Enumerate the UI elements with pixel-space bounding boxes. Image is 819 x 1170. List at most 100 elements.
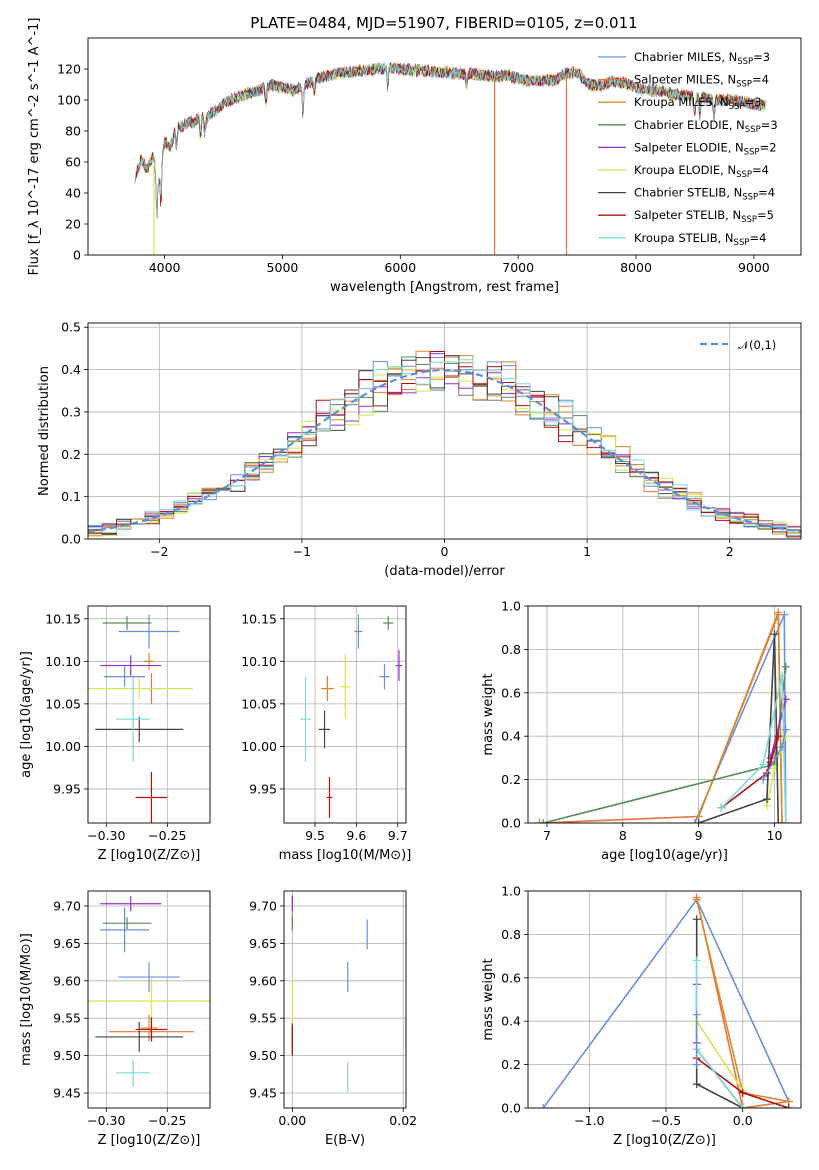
x-tick-label: 7 <box>543 828 551 843</box>
y-tick-label: 0.8 <box>501 927 521 942</box>
x-tick-label: 9.5 <box>305 828 325 843</box>
y-tick-label: 0.3 <box>61 404 81 419</box>
spectrum-line <box>134 62 766 214</box>
y-tick-label: 100 <box>57 93 81 108</box>
figure-title: PLATE=0484, MJD=51907, FIBERID=0105, z=0… <box>250 14 637 32</box>
y-tick-label: 1.0 <box>501 599 521 614</box>
x-axis-label: mass [log10(M/M⊙)] <box>279 848 412 863</box>
axes-mass-vs-extinction: 0.00 0.02 9.45 9.50 9.55 9.60 9.65 9.70 E(B-V) <box>249 890 417 1148</box>
plot-area <box>88 614 193 823</box>
y-axis-label: mass weight <box>481 673 496 755</box>
legend-label: Salpeter STELIB, NSSP=5 <box>634 208 774 225</box>
x-tick-label: 0.0 <box>733 1113 753 1128</box>
y-tick-label: 9.55 <box>249 1011 277 1026</box>
y-tick-label: 0.4 <box>501 729 521 744</box>
axes-residual-histogram: −2 −1 0 1 2 0.0 0.1 0.2 0.3 0.4 0.5 (data-model)/er… <box>37 320 802 579</box>
mass-weight-line <box>696 1020 744 1092</box>
x-tick-label: −0.5 <box>651 1113 681 1128</box>
mass-weight-line <box>695 960 744 1108</box>
y-tick-label: 60 <box>65 155 81 170</box>
x-axis-label: wavelength [Angstrom, rest frame] <box>330 280 559 295</box>
y-tick-label: 9.45 <box>249 1086 277 1101</box>
axes-frame <box>283 605 407 824</box>
x-tick-label: 0.00 <box>278 1113 306 1128</box>
mass-weight-line <box>543 666 787 823</box>
plot-area <box>539 893 793 1108</box>
axes-mass-weight-vs-age: 7 8 9 10 0.0 0.2 0.4 0.6 0.8 1.0 age [log10(age/yr… <box>481 599 802 863</box>
axes-frame <box>527 890 802 1109</box>
x-tick-label: 0.02 <box>389 1113 417 1128</box>
axes-age-vs-metallicity: −0.30 −0.25 9.95 10.00 10.05 10.10 10.15 Z [log… <box>19 605 211 863</box>
mass-weight-line <box>720 735 780 809</box>
axes-frame <box>87 322 802 540</box>
mass-weight-line <box>698 634 780 823</box>
x-tick-label: 2 <box>726 544 734 559</box>
y-tick-label: 9.65 <box>53 936 81 951</box>
histogram-step <box>88 359 801 533</box>
y-axis-label: mass weight <box>481 958 496 1040</box>
plot-area <box>300 614 403 818</box>
x-tick-label: 1 <box>583 544 591 559</box>
y-tick-label: 9.60 <box>53 973 81 988</box>
y-axis-label: mass [log10(M/M⊙)] <box>19 933 34 1066</box>
plot-area <box>291 894 406 1092</box>
y-tick-label: 9.45 <box>53 1086 81 1101</box>
y-tick-label: 9.50 <box>249 1048 277 1063</box>
axes-mass-weight-vs-metallicity: −1.0 −0.5 0.0 0.0 0.2 0.4 0.6 0.8 1.0 Z [log10(Z/… <box>481 884 802 1148</box>
legend-label: 𝒩(0,1) <box>738 338 776 352</box>
y-tick-label: 40 <box>65 186 81 201</box>
legend-label: Kroupa STELIB, NSSP=4 <box>634 231 766 248</box>
axes-frame <box>283 890 407 1109</box>
y-tick-label: 10.15 <box>45 611 81 626</box>
legend-label: Chabrier STELIB, NSSP=4 <box>634 186 775 203</box>
plot-area <box>134 61 766 255</box>
y-tick-label: 120 <box>57 62 81 77</box>
y-tick-label: 9.95 <box>53 781 81 796</box>
y-tick-label: 10.10 <box>241 654 277 669</box>
axes-frame <box>87 605 211 824</box>
x-tick-label: 10 <box>767 828 783 843</box>
y-tick-label: 9.60 <box>249 973 277 988</box>
y-tick-label: 10.00 <box>45 739 81 754</box>
y-tick-label: 0.4 <box>61 362 81 377</box>
plot-area <box>88 896 210 1087</box>
y-tick-label: 9.55 <box>53 1011 81 1026</box>
x-tick-label: −1 <box>293 544 311 559</box>
y-tick-label: 9.95 <box>249 781 277 796</box>
y-tick-label: 0.2 <box>501 772 521 787</box>
mass-weight-line <box>720 675 787 823</box>
legend-label: Salpeter MILES, NSSP=4 <box>634 73 769 90</box>
y-tick-label: 0.2 <box>501 1057 521 1072</box>
axes-mass-vs-metallicity: −0.30 −0.25 9.45 9.50 9.55 9.60 9.65 9.70 Z [log… <box>19 890 211 1148</box>
y-tick-label: 9.50 <box>53 1048 81 1063</box>
x-tick-label: 4000 <box>149 260 181 275</box>
axes-spectrum: 4000 5000 6000 7000 8000 9000 0 20 40 60 80 100 120 w… <box>27 18 802 295</box>
y-tick-label: 0.0 <box>501 816 521 831</box>
plot-area <box>535 608 790 823</box>
legend: Chabrier MILES, NSSP=3 Salpeter MILES, NS… <box>598 50 778 248</box>
gaussian-reference-curve <box>88 368 801 533</box>
y-tick-label: 1.0 <box>501 884 521 899</box>
legend-label: Kroupa ELODIE, NSSP=4 <box>634 163 769 180</box>
x-tick-label: 9 <box>695 828 703 843</box>
x-tick-label: 6000 <box>384 260 416 275</box>
y-tick-label: 80 <box>65 124 81 139</box>
y-axis-label: age [log10(age/yr)] <box>19 651 34 778</box>
x-tick-label: 9.6 <box>346 828 366 843</box>
y-tick-label: 9.70 <box>249 898 277 913</box>
y-tick-label: 0.8 <box>501 642 521 657</box>
y-tick-label: 20 <box>65 217 81 232</box>
y-tick-label: 0.6 <box>501 685 521 700</box>
x-tick-label: −2 <box>150 544 168 559</box>
x-tick-label: −1.0 <box>574 1113 604 1128</box>
y-tick-label: 0.0 <box>61 532 81 547</box>
x-tick-label: 8000 <box>620 260 652 275</box>
y-axis-label: Flux [f_λ 10^-17 erg cm^-2 s^-1 A^-1] <box>27 18 42 276</box>
y-tick-label: 9.65 <box>249 936 277 951</box>
y-tick-label: 0.5 <box>61 320 81 335</box>
x-axis-label: (data-model)/error <box>384 564 505 579</box>
y-axis-label: Normed distribution <box>37 366 52 496</box>
plot-area <box>88 350 801 538</box>
y-tick-label: 0.2 <box>61 447 81 462</box>
